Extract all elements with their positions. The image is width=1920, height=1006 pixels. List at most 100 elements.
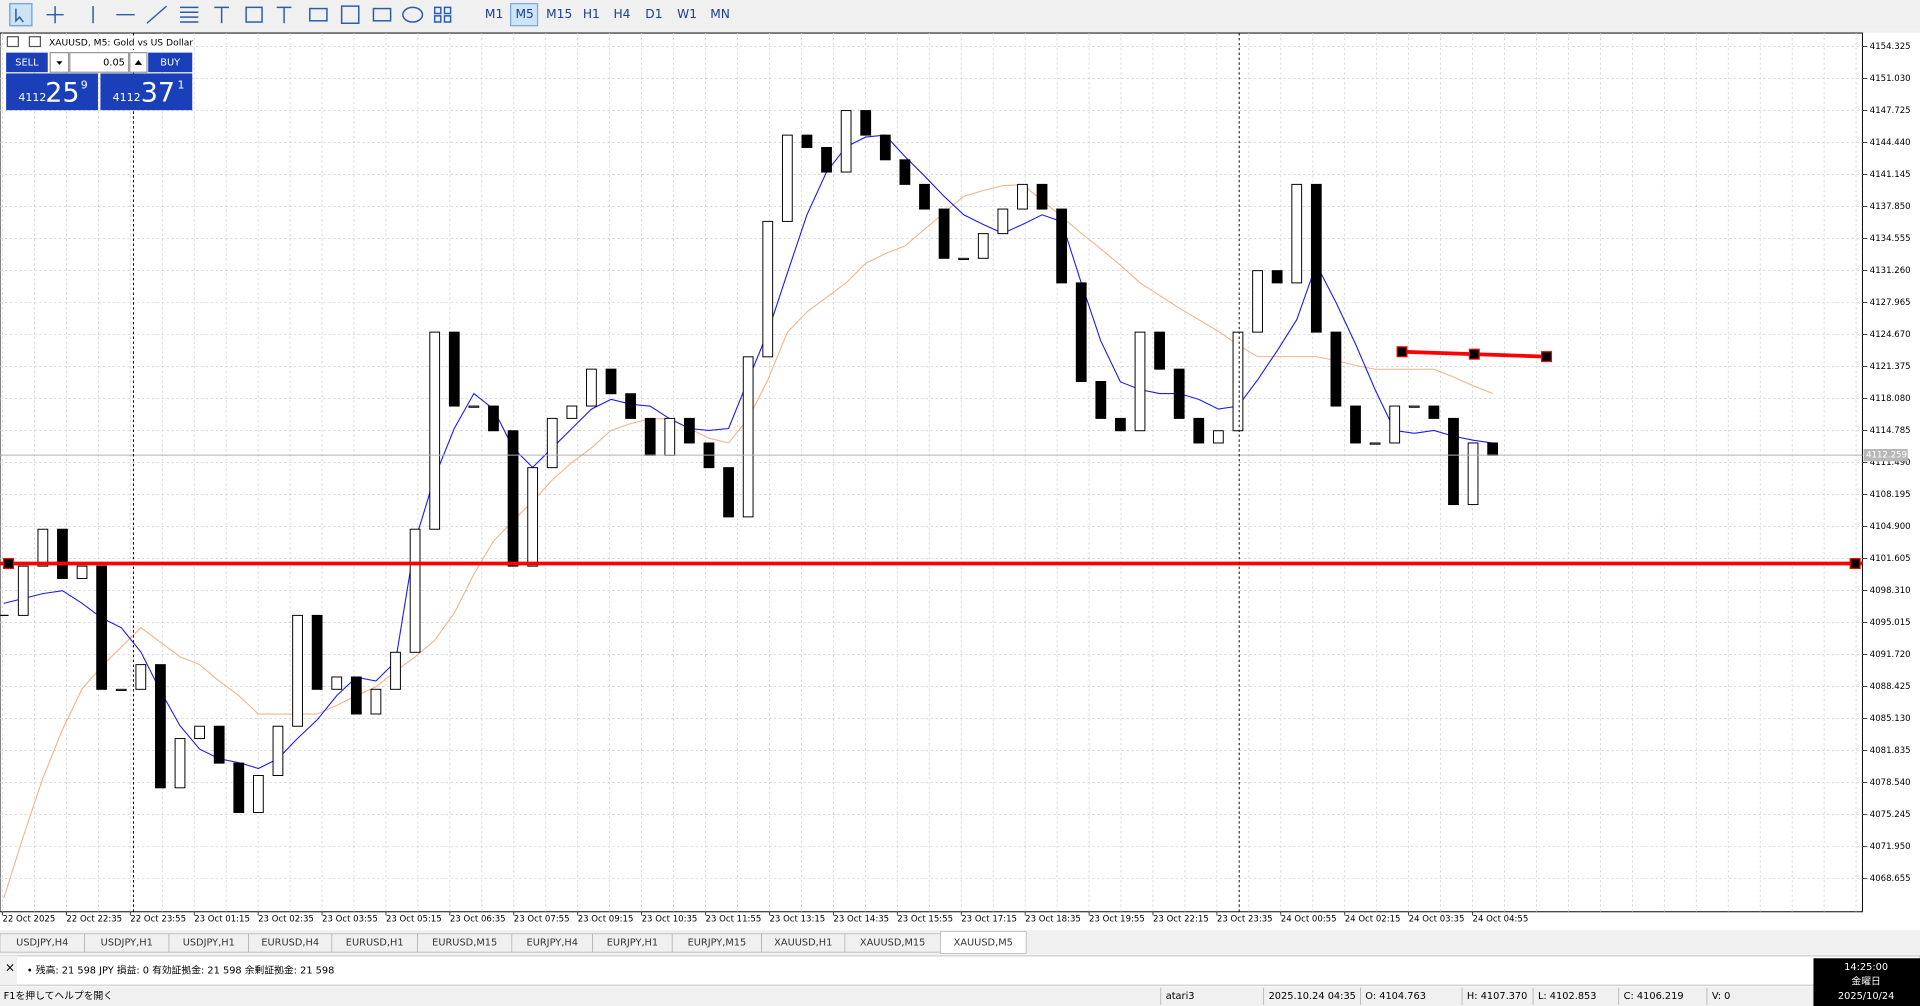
candle [919,183,930,210]
candle [390,651,401,690]
buy-button[interactable] [148,52,193,73]
object-icon[interactable] [309,7,328,22]
indicator-icon[interactable] [340,5,360,24]
candle [488,405,499,432]
status-item: 2025.10.24 04:35 [1269,991,1356,1002]
candle [1467,442,1479,506]
candle [1310,183,1322,333]
text-icon[interactable] [214,6,229,24]
candle [409,528,421,653]
candle [76,565,88,579]
x-tick-label: 24 Oct 02:15 [1345,915,1401,925]
timeframe-button[interactable]: M1 [485,7,503,21]
y-tick-label: 4141.145 [1870,170,1911,180]
terminal-side [0,955,18,986]
crosshair-icon[interactable] [46,6,64,24]
y-tick-label: 4147.725 [1870,106,1911,116]
current-price-box [1863,449,1908,462]
chart: 4154.325 4151.030 4147.725 4144.440 4141.145… [0,32,1911,925]
candle [1154,331,1165,370]
x-tick-label: 22 Oct 2025 [2,915,55,925]
label-icon[interactable] [276,6,292,24]
chart-header-bg [4,36,189,49]
candle [1232,331,1244,432]
timeframe-button[interactable]: H1 [583,7,600,21]
candle [1075,282,1087,382]
candle [233,762,245,813]
candle [1056,208,1068,284]
bid-box[interactable] [6,73,98,111]
more-icon[interactable] [433,6,452,23]
sell-button[interactable] [6,52,48,73]
clock-line: 14:25:00 [1844,962,1888,973]
y-tick-label: 4111.490 [1870,458,1911,468]
volume-input[interactable] [69,52,130,73]
cursor-icon [15,8,24,23]
line-handle[interactable] [1541,351,1553,363]
chart-tab[interactable] [940,930,1027,954]
candle [860,110,872,136]
shape-icon[interactable] [402,6,424,23]
candle [17,565,29,616]
status-item: H: 4107.370 [1467,991,1527,1002]
y-tick-label: 4137.850 [1870,202,1911,212]
candle [821,146,832,173]
clock-line: 2025/10/24 [1838,991,1894,1002]
candle [1389,405,1401,444]
timeframe-button[interactable]: M5 [516,7,534,21]
chart-icon [28,36,42,48]
candle [801,134,813,148]
candle [507,430,519,567]
chart-tab-label: XAUUSD,M5 [954,937,1013,948]
toolbar-icons [9,2,452,27]
x-tick-label: 23 Oct 22:15 [1153,915,1209,925]
timeframe-buttons: M1 M5 M15 H1 H4 D1 W1 MN [485,3,730,27]
candle [331,676,343,690]
status-bar [0,986,1920,1006]
candle [96,565,108,690]
terminal-panel [0,955,1920,986]
button-icon[interactable] [372,7,392,22]
line-handle[interactable] [1849,558,1861,570]
y-tick-label: 4085.130 [1870,714,1911,724]
candle [1115,417,1126,432]
trendline-icon[interactable] [146,5,168,24]
candle [742,356,754,518]
candle [311,614,323,690]
menu-icon[interactable] [6,36,19,48]
chart-tab-label: EURJPY,M15 [688,937,747,948]
candle [429,331,441,530]
x-tick-label: 24 Oct 03:35 [1409,915,1465,925]
spin-arrow [134,59,143,65]
cursor-button[interactable] [9,2,33,27]
terminal-close[interactable]: × [5,961,15,975]
timeframe-button[interactable]: M15 [546,7,572,21]
timeframe-button[interactable]: W1 [677,7,697,21]
timeframe-button[interactable]: MN [710,7,730,21]
candle [958,257,970,261]
chart-tab-label: USDJPY,H4 [16,937,68,948]
timeframe-button[interactable]: H4 [613,7,630,21]
rect-icon[interactable] [245,6,263,23]
candle [605,368,617,395]
candle [762,220,774,358]
timeframe-button[interactable]: D1 [645,7,662,21]
x-tick-label: 23 Oct 14:35 [833,915,889,925]
line-handle[interactable] [3,558,15,570]
candle [213,725,225,764]
line-handle[interactable] [1468,348,1480,360]
candle [977,233,989,259]
candle [1291,183,1303,284]
chart-tab-label: EURUSD,M15 [432,937,497,948]
candle [781,134,793,222]
bid-big: 4112 [18,91,46,104]
line-handle[interactable] [1396,346,1408,358]
ask-box[interactable] [100,73,193,111]
clock-box [1813,958,1920,1006]
candle [194,725,205,740]
x-tick-label: 23 Oct 02:35 [258,915,314,925]
x-tick-label: 23 Oct 03:55 [322,915,378,925]
candle [840,110,852,173]
candle [625,393,636,419]
channel-icon[interactable] [180,6,199,23]
